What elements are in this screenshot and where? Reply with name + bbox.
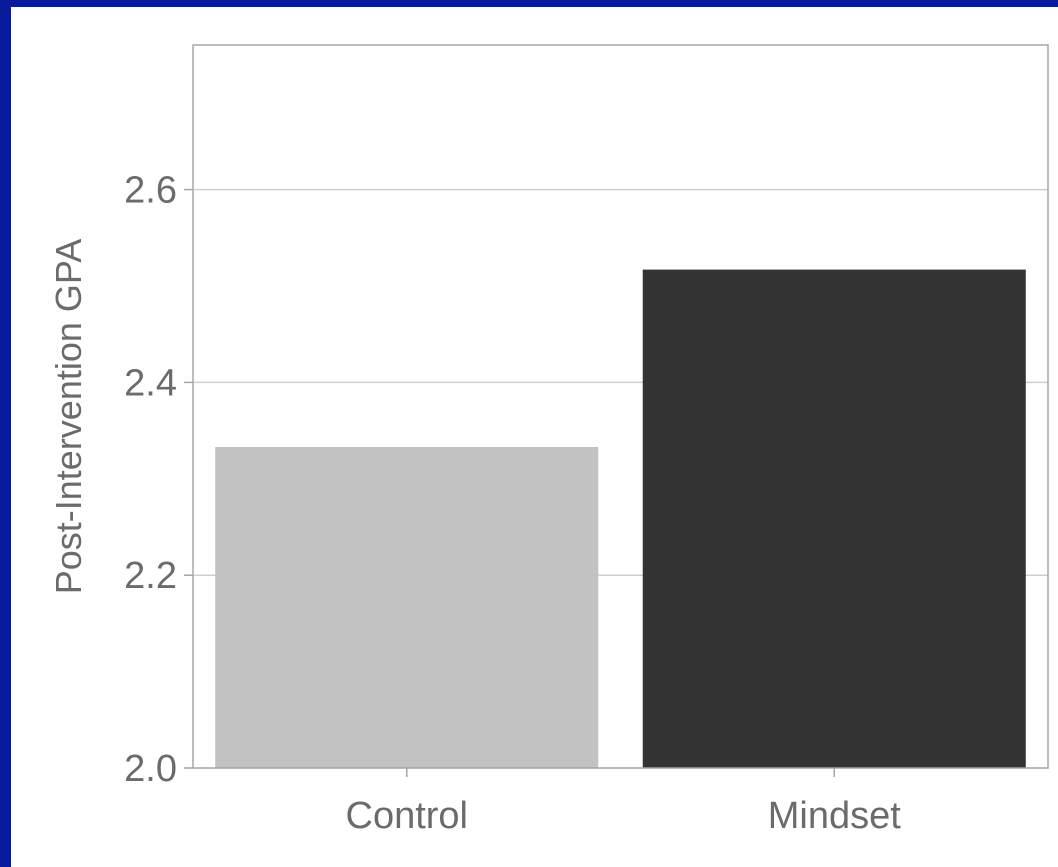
bars bbox=[215, 269, 1026, 768]
plot-frame bbox=[192, 44, 1049, 769]
bar-control bbox=[215, 446, 599, 768]
bar-chart: 2.0 2.2 2.4 2.6 Control Mindset Post-Interve… bbox=[48, 44, 1049, 837]
y-axis-title: Post-Intervention GPA bbox=[48, 239, 89, 595]
tick-marks bbox=[184, 188, 835, 777]
chart-panel: 2.0 2.2 2.4 2.6 Control Mindset Post-Interve… bbox=[11, 7, 1058, 867]
bar-mindset bbox=[642, 269, 1026, 768]
y-tick-label-2.0: 2.0 bbox=[124, 748, 177, 790]
x-tick-label-mindset: Mindset bbox=[768, 795, 901, 837]
x-tick-label-control: Control bbox=[346, 795, 469, 837]
x-tick-labels: Control Mindset bbox=[346, 795, 902, 837]
y-tick-label-2.6: 2.6 bbox=[124, 170, 177, 212]
y-tick-label-2.2: 2.2 bbox=[124, 555, 177, 597]
y-tick-label-2.4: 2.4 bbox=[124, 362, 177, 404]
y-tick-labels: 2.0 2.2 2.4 2.6 bbox=[124, 170, 177, 790]
